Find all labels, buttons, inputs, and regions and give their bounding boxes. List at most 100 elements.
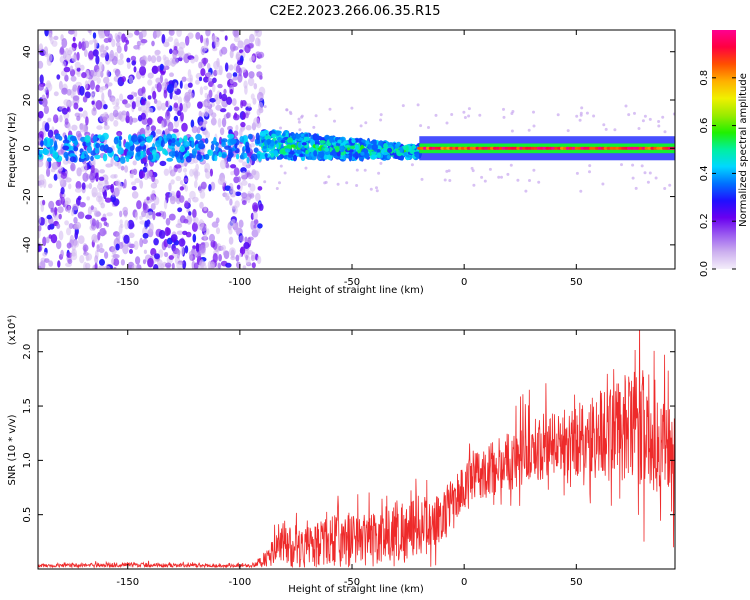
spectrogram-cell (249, 33, 255, 43)
spectrogram-cell (313, 150, 318, 157)
spectrogram-cell (89, 173, 95, 183)
spectrogram-cell (333, 119, 336, 123)
snr-x-label: Height of straight line (km) (288, 584, 424, 595)
spectrogram-cell (180, 246, 185, 256)
spectrogram-cell (63, 99, 70, 106)
spectrogram-cell (127, 219, 135, 230)
spectrogram-cell (232, 76, 238, 81)
spectrogram-cell (205, 71, 212, 78)
spectrogram-cell (410, 163, 414, 167)
spectrogram-cell (163, 168, 170, 176)
spectrogram-cell (253, 147, 259, 153)
spectrogram-cell (238, 158, 244, 163)
spectrogram-cell (38, 179, 44, 188)
spectrogram-cell (133, 45, 140, 50)
spectrogram-cell (235, 254, 240, 262)
spectrogram-cell (137, 88, 144, 97)
spectrogram-cell (89, 160, 96, 167)
spectrogram-cell (38, 174, 45, 182)
spectrogram-cell (279, 126, 282, 130)
spectrogram-cell (365, 140, 370, 145)
spectrogram-cell (258, 101, 264, 111)
spectrogram-cell (62, 145, 70, 151)
spectrogram-cell (165, 38, 170, 47)
spectrogram-cell (279, 164, 283, 168)
snr-frame (37, 329, 676, 570)
spectrogram-cell (445, 169, 449, 173)
spectrogram-cell (104, 251, 109, 259)
spectrogram-cell (178, 238, 186, 247)
spectrogram-cell (103, 221, 108, 227)
spectrogram-cell (70, 75, 77, 82)
spectrogram-cell (101, 92, 105, 102)
spectrogram-cell (502, 115, 506, 119)
spectrogram-cell (224, 62, 229, 72)
spectrogram-cell (345, 181, 349, 185)
spectrogram-cell (668, 183, 672, 187)
spectrogram-cell (69, 65, 74, 71)
spectrogram-cell (105, 163, 113, 168)
spectrogram-cell (218, 92, 222, 100)
spectrogram-cell (235, 153, 240, 160)
spectrogram-cell (242, 112, 246, 120)
spectrogram-cell (355, 168, 359, 172)
spectrogram-cell (98, 61, 104, 71)
spectrogram-cell (238, 219, 244, 228)
spectrogram-cell (46, 214, 53, 220)
spectrogram-cell (187, 82, 193, 88)
spectrogram-cell (206, 210, 214, 219)
spectrogram-cell (467, 114, 471, 118)
spectrogram-cell (314, 114, 318, 118)
spectrogram-cell (232, 114, 240, 121)
spectrogram-cell (229, 89, 234, 95)
spectrogram-cell (506, 172, 510, 176)
spectrogram-cell (226, 112, 232, 118)
spectrogram-cell (247, 174, 254, 180)
spectrogram-cell (169, 169, 176, 177)
spectrogram-cell (203, 232, 207, 241)
spectrogram-cell (100, 217, 107, 222)
spectrogram-cell (156, 82, 162, 93)
spectrogram-cell (245, 145, 250, 151)
spectrogram-cell (170, 142, 176, 147)
spectrogram-cell (657, 120, 661, 123)
spectrogram-cell (252, 202, 259, 212)
spectrogram-cell (48, 200, 55, 210)
spectrogram-cell (209, 233, 215, 243)
spectrogram-cell (220, 244, 227, 251)
spectrogram-cell (329, 136, 333, 144)
spectrogram-cell (176, 190, 181, 199)
spectrogram-cell (85, 116, 89, 126)
spectrogram-cell (176, 249, 181, 259)
spectrogram-cell (102, 227, 106, 236)
spectrogram-cell (300, 133, 305, 137)
spectrogram-cell (254, 192, 261, 202)
spectrogram-cell (85, 214, 92, 220)
spectrogram-cell (43, 148, 48, 155)
spectrogram-cell (99, 242, 103, 249)
spectrogram-cell (70, 164, 75, 171)
spectrogram-cell (191, 148, 198, 156)
spectrogram-cell (169, 72, 174, 77)
spectrogram-cell (194, 172, 199, 181)
spectrogram-cell (212, 77, 217, 84)
spectrogram-cell (79, 123, 86, 133)
spectrogram-cell (128, 75, 134, 84)
spectrogram-cell (139, 215, 143, 220)
spectrogram-cell (229, 78, 234, 85)
spectrogram-cell (502, 107, 505, 111)
spectrogram-cell (447, 169, 451, 173)
spectrogram-cell (76, 115, 81, 122)
spectrogram-cell (47, 129, 54, 138)
spectrogram-cell (166, 83, 174, 94)
spectrogram-cell (253, 117, 260, 127)
spectrogram-cell (92, 32, 97, 39)
spectrogram-cell (643, 171, 647, 175)
spectrogram-cell (70, 209, 75, 217)
spectrogram-cell (221, 117, 227, 128)
spectrogram-cell (79, 85, 85, 96)
spectrogram-cell (241, 180, 248, 186)
x-tick-label: -100 (229, 577, 252, 588)
spectrogram-cell (217, 83, 223, 89)
